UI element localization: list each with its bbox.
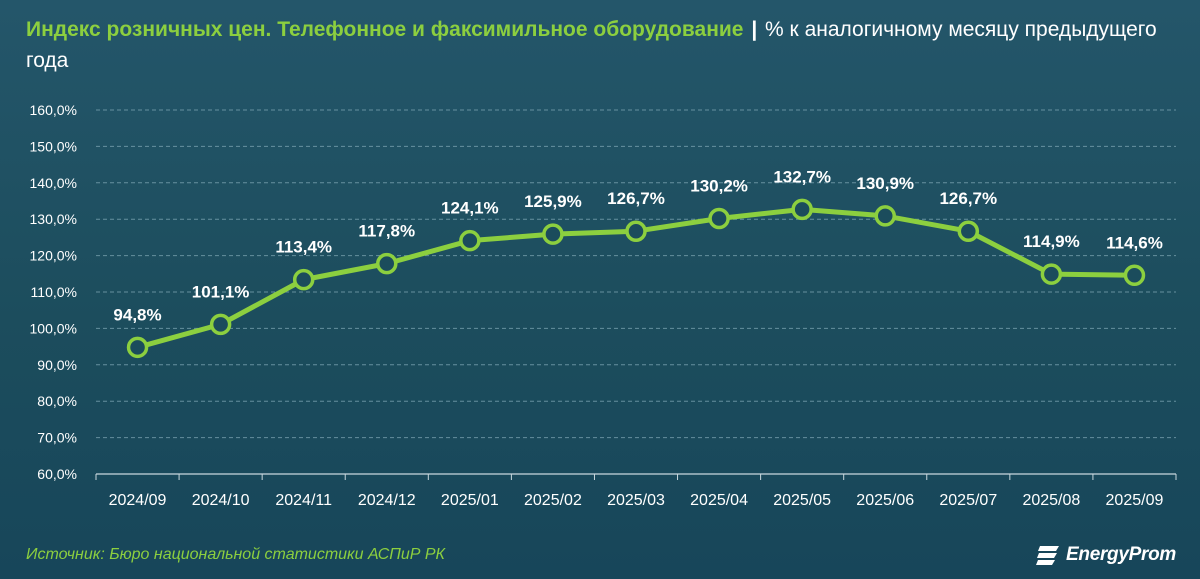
- data-label: 130,2%: [690, 176, 748, 195]
- data-label: 126,7%: [607, 189, 665, 208]
- data-label: 132,7%: [773, 167, 831, 186]
- x-tick-label: 2024/09: [109, 492, 167, 509]
- data-point: [209, 313, 232, 336]
- data-point: [957, 220, 980, 242]
- title-subtitle: % к аналогичному месяцу предыдущего года: [26, 18, 1157, 72]
- title-separator: |: [751, 18, 758, 41]
- x-tick-label: 2025/09: [1106, 492, 1164, 509]
- y-tick-label: 100,0%: [30, 320, 77, 336]
- x-tick-label: 2025/02: [524, 492, 582, 509]
- x-tick-label: 2025/07: [939, 492, 997, 509]
- y-tick-label: 60,0%: [37, 466, 77, 482]
- brand-logo: EnergyProm: [1035, 542, 1176, 568]
- data-point: [874, 205, 896, 227]
- x-tick-labels: 2024/09 2024/10 2024/11 2024/12 2025/01 2025/…: [109, 492, 1164, 509]
- y-tick-label: 150,0%: [30, 138, 77, 154]
- x-tick-label: 2025/05: [773, 492, 831, 509]
- data-label: 114,6%: [1106, 233, 1163, 252]
- data-point: [1040, 263, 1063, 285]
- data-label: 94,8%: [113, 305, 161, 324]
- series-markers: [126, 198, 1146, 359]
- y-tick-label: 70,0%: [37, 430, 77, 446]
- data-labels: 94,8% 101,1% 113,4% 117,8% 124,1% 125,9% 126,7…: [113, 167, 1162, 324]
- data-label: 114,9%: [1023, 232, 1080, 251]
- x-tick-label: 2024/10: [192, 492, 250, 509]
- x-tick-label: 2025/06: [856, 492, 914, 509]
- y-tick-label: 140,0%: [30, 175, 77, 191]
- data-label: 117,8%: [358, 222, 415, 241]
- data-point: [126, 336, 149, 359]
- title-highlight: Индекс розничных цен. Телефонное и факси…: [26, 18, 744, 41]
- y-tick-label: 80,0%: [37, 393, 77, 409]
- x-tick-label: 2025/03: [607, 492, 665, 509]
- y-tick-label: 130,0%: [30, 211, 77, 227]
- data-point: [376, 252, 398, 275]
- data-label: 124,1%: [441, 199, 499, 218]
- y-tick-label: 160,0%: [30, 102, 77, 118]
- data-point: [708, 207, 730, 230]
- x-tick-label: 2025/01: [441, 492, 499, 509]
- chart-title: Индекс розничных цен. Телефонное и факси…: [26, 14, 1186, 76]
- data-point: [1123, 264, 1146, 287]
- data-label: 125,9%: [524, 192, 582, 211]
- axes: [95, 473, 1177, 480]
- y-tick-label: 120,0%: [30, 248, 77, 264]
- source-note: Источник: Бюро национальной статистики А…: [26, 546, 445, 563]
- data-point: [625, 220, 647, 242]
- data-point: [292, 268, 315, 291]
- x-tick-label: 2024/12: [358, 492, 416, 509]
- energyprom-logo-icon: [1036, 546, 1060, 565]
- y-tick-labels: 60,0% 70,0% 80,0% 90,0% 100,0% 110,0% 120,0% 13…: [30, 102, 77, 482]
- data-label: 113,4%: [275, 238, 332, 257]
- x-tick-label: 2024/11: [275, 492, 332, 509]
- data-point: [542, 223, 564, 245]
- data-point: [791, 198, 813, 221]
- data-point: [459, 229, 481, 252]
- y-tick-label: 90,0%: [37, 357, 77, 373]
- x-tick-label: 2025/04: [690, 492, 748, 509]
- footer: Источник: Бюро национальной статистики А…: [0, 530, 1200, 579]
- data-label: 101,1%: [192, 282, 250, 301]
- grid-lines: [96, 109, 1176, 439]
- data-label: 130,9%: [856, 174, 914, 193]
- logo-text: EnergyProm: [1066, 544, 1176, 565]
- y-tick-label: 110,0%: [31, 284, 77, 300]
- x-tick-label: 2025/08: [1022, 492, 1080, 509]
- data-label: 126,7%: [939, 189, 997, 208]
